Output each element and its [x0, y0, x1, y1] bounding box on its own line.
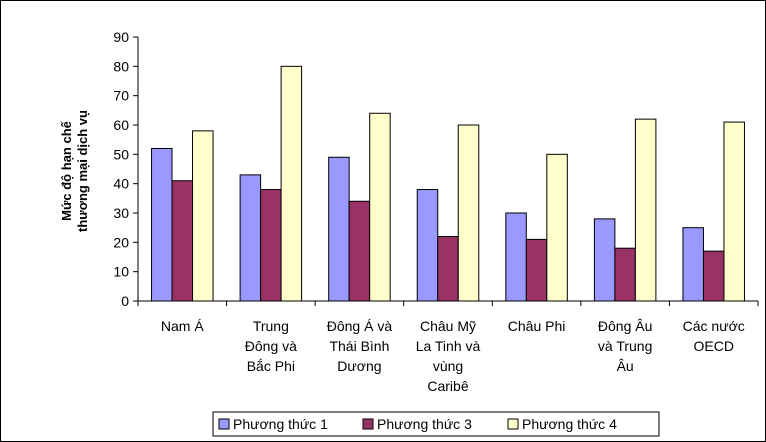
- y-axis-label: Mức độ hạn chếthương mại dịch vụ: [59, 110, 90, 232]
- bar-series-1-cat-5: [505, 212, 527, 302]
- legend-swatch-2: [362, 418, 374, 430]
- bar-series-1-cat-6: [593, 218, 616, 302]
- bar-series-2-cat-3: [348, 200, 371, 302]
- bar-series-1-cat-7: [682, 227, 704, 302]
- bar-series-2-cat-1: [171, 180, 194, 302]
- legend-swatch-1: [218, 418, 230, 430]
- bar-series-3-cat-5: [546, 153, 568, 302]
- bar-series-2-cat-7: [702, 250, 725, 302]
- x-category-label: Các nước OECD: [683, 318, 745, 354]
- x-category-label: Trung Đông và Bắc Phi: [245, 318, 297, 374]
- y-tick-label: 80: [113, 58, 129, 74]
- bar-series-1-cat-2: [239, 174, 262, 302]
- legend-label-1: Phương thức 1: [233, 416, 328, 432]
- y-axis-title: Mức độ hạn chếthương mại dịch vụ: [59, 110, 90, 232]
- x-category-label: Châu Phi: [508, 318, 566, 334]
- bar-series-3-cat-7: [723, 121, 745, 302]
- bar-series-3-cat-1: [192, 130, 214, 302]
- y-tick-label: 50: [113, 146, 129, 162]
- bar-series-1-cat-4: [416, 189, 439, 302]
- y-tick-label: 70: [113, 88, 129, 104]
- y-tick-label: 20: [113, 234, 129, 250]
- bar-series-2-cat-6: [614, 247, 636, 302]
- x-category-label: Đông Á và Thái Bình Dương: [327, 318, 393, 374]
- bar-series-1-cat-3: [328, 156, 350, 302]
- y-tick-label: 40: [113, 176, 129, 192]
- y-tick-label: 0: [121, 293, 129, 309]
- bar-series-2-cat-2: [260, 189, 282, 302]
- x-category-label: Châu Mỹ La Tinh và vùng Caribê: [416, 318, 481, 394]
- legend-swatch-3: [507, 418, 519, 430]
- bar-series-3-cat-3: [369, 112, 391, 302]
- bar-series-3-cat-4: [457, 124, 480, 302]
- y-tick-label: 60: [113, 117, 129, 133]
- bar-series-3-cat-2: [280, 65, 303, 302]
- legend: Phương thức 1 Phương thức 3 Phương thức 4: [212, 411, 660, 437]
- x-category-label: Đông Âu và Trung Âu: [598, 318, 652, 374]
- bar-series-2-cat-4: [437, 235, 459, 302]
- legend-box: [212, 411, 660, 437]
- y-tick-label: 10: [113, 264, 129, 280]
- plot-area: 0 10 20 30 40 50 60 70 80 90 Nam Á Trung Đông và Bắc …: [113, 29, 759, 394]
- bar-series-3-cat-6: [634, 118, 657, 302]
- bar-series-1-cat-1: [151, 147, 173, 302]
- x-category-label: Nam Á: [161, 318, 204, 334]
- legend-label-3: Phương thức 4: [522, 416, 617, 432]
- bar-series-2-cat-5: [525, 238, 548, 302]
- legend-label-2: Phương thức 3: [377, 416, 472, 432]
- y-tick-label: 30: [113, 205, 129, 221]
- y-tick-label: 90: [113, 29, 129, 45]
